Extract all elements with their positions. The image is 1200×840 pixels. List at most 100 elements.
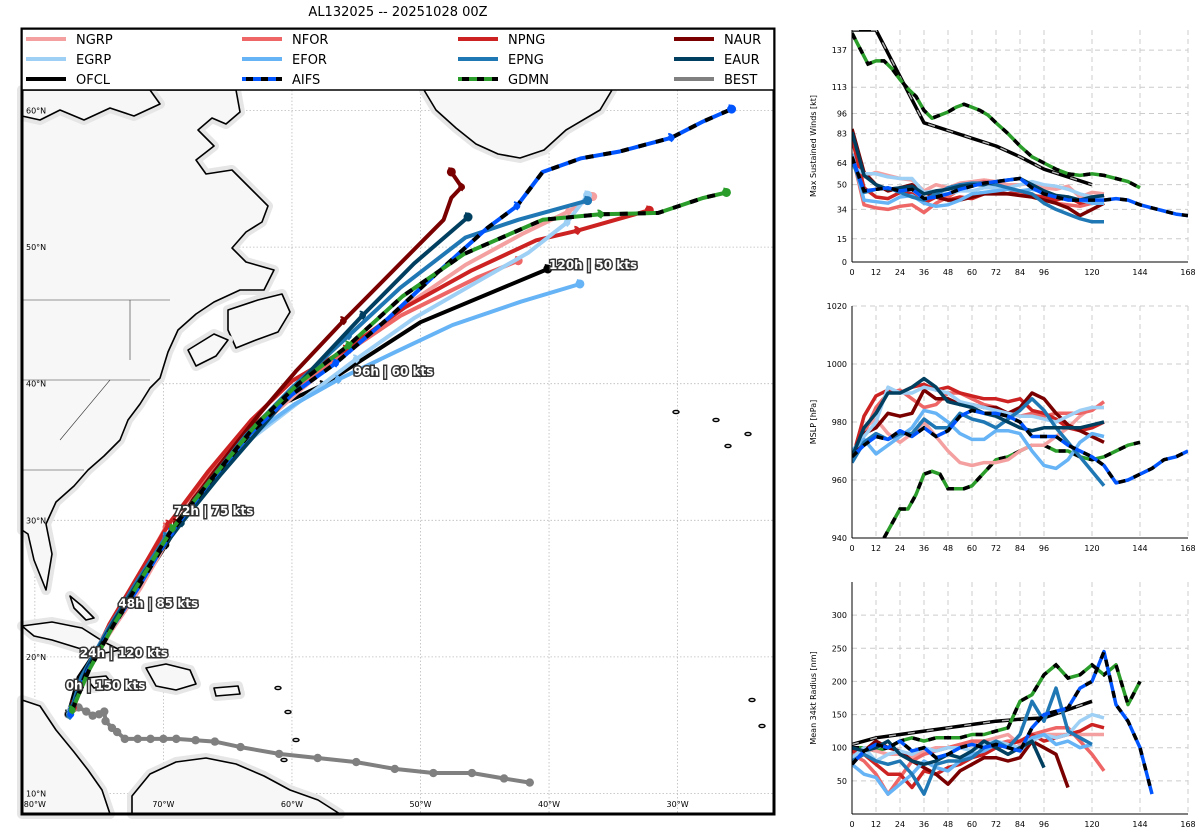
storm-symbol [574, 225, 580, 236]
lon-tick-label: 40°W [538, 800, 560, 809]
x-tick-label: 36 [919, 820, 929, 829]
storm-symbol [458, 182, 464, 192]
y-tick-label: 200 [832, 677, 847, 686]
y-tick-label: 96 [837, 110, 847, 119]
storm-symbol [335, 374, 341, 385]
x-tick-label: 72 [991, 544, 1001, 553]
storm-symbol [723, 187, 729, 197]
y-tick-label: 83 [837, 130, 847, 139]
storm-symbol [448, 167, 454, 177]
y-tick-label: 940 [832, 534, 847, 543]
x-tick-label: 84 [1015, 820, 1025, 829]
x-tick-label: 84 [1015, 268, 1025, 277]
series-efor [852, 732, 1093, 796]
legend-label: EGRP [76, 53, 111, 68]
track-map: 0h | 150 kts 24h | 120 kts 48h | 85 kts 72h… [17, 27, 776, 819]
x-tick-label: 168 [1180, 820, 1195, 829]
series-egrp [852, 164, 1104, 199]
legend-label: BEST [724, 73, 757, 88]
legend-label: NFOR [292, 33, 328, 48]
legend-entry-naur: NAUR [674, 33, 761, 48]
legend-entry-egrp: EGRP [26, 53, 111, 68]
lon-tick-label: 80°W [24, 800, 46, 809]
map-landmasses [17, 85, 766, 819]
y-tick-label: 100 [832, 744, 847, 753]
x-tick-label: 120 [1084, 268, 1099, 277]
x-tick-label: 48 [943, 544, 953, 553]
series-aifs-dash [852, 408, 1188, 485]
x-tick-label: 48 [943, 820, 953, 829]
greenland [423, 89, 613, 159]
lon-tick-label: 50°W [409, 800, 431, 809]
legend-label: EPNG [508, 53, 544, 68]
best-track-point [100, 707, 109, 716]
x-tick-label: 0 [849, 544, 854, 553]
storm-symbol [169, 523, 175, 533]
x-tick-label: 60 [967, 268, 977, 277]
x-tick-label: 24 [895, 544, 905, 553]
lat-tick-label: 10°N [26, 790, 46, 799]
lat-tick-label: 30°N [26, 516, 46, 525]
island [284, 709, 292, 715]
best-track-point [274, 749, 284, 759]
legend-entry-nfor: NFOR [242, 33, 328, 48]
series-efor [852, 408, 1105, 471]
forecast-label: 24h | 120 kts [80, 646, 168, 660]
track-point-epng [583, 196, 593, 206]
track-point-eaur [463, 212, 473, 222]
x-tick-label: 120 [1084, 820, 1099, 829]
bahamas [69, 595, 95, 621]
storm-symbol [544, 264, 551, 274]
series-gdmn-dash [882, 440, 1141, 538]
mslp-panel: 940 960 980 1000 1020 0 12 24 36 48 60 72 84 96 120 144… [809, 302, 1196, 553]
x-tick-label: 0 [849, 268, 854, 277]
best-track-point [133, 734, 142, 744]
lon-tick-label: 30°W [667, 800, 689, 809]
series-nfor [852, 726, 1106, 796]
track-point-naur [446, 167, 456, 177]
forecast-label: 48h | 85 kts [118, 597, 198, 611]
hispaniola [145, 663, 197, 691]
y-tick-label: 34 [837, 205, 847, 214]
x-tick-label: 36 [919, 268, 929, 277]
nova-scotia [187, 333, 229, 367]
figure-title: AL132025 -- 20251028 00Z [308, 5, 487, 20]
lat-tick-label: 20°N [26, 653, 46, 662]
series-aifs-dash [852, 156, 1188, 218]
best-track-point [390, 764, 399, 774]
lon-tick-label: 70°W [152, 800, 174, 809]
x-tick-label: 120 [1084, 544, 1099, 553]
island [748, 697, 756, 703]
y-tick-label: 1020 [827, 302, 847, 311]
series-aifs-dash [852, 645, 1154, 795]
legend-entry-epng: EPNG [458, 53, 544, 68]
best-track-point [313, 753, 322, 763]
x-tick-label: 12 [871, 268, 881, 277]
y-tick-label: 137 [832, 46, 847, 55]
forecast-label: 0h | 150 kts [66, 679, 146, 693]
south-america [131, 757, 341, 815]
best-track-point [525, 778, 534, 787]
track-point-gdmn [721, 187, 731, 197]
x-tick-label: 96 [1039, 544, 1049, 553]
x-tick-label: 144 [1132, 268, 1147, 277]
best-track-point [101, 716, 110, 726]
legend-label: EAUR [724, 53, 760, 68]
map-tracks [64, 104, 737, 787]
best-track-point [499, 774, 509, 783]
legend-label: NAUR [724, 33, 761, 48]
y-tick-label: 1000 [827, 360, 847, 369]
radius-panel: 50 100 150 200 250 300 0 12 24 36 48 60 72 84 96 120 144… [809, 582, 1196, 829]
x-tick-label: 144 [1132, 820, 1147, 829]
y-axis-label: Max Sustained Winds [kt] [809, 95, 818, 197]
x-tick-label: 0 [849, 820, 854, 829]
best-track-point [172, 734, 181, 744]
legend: NGRP NFOR NPNG NAUR EGRP EFOR EPNG EAUR OFCL AIFS… [21, 28, 775, 91]
y-tick-label: 50 [837, 181, 847, 190]
x-tick-label: 60 [967, 820, 977, 829]
y-tick-label: 300 [832, 611, 847, 620]
y-tick-label: 15 [837, 235, 847, 244]
y-tick-label: 0 [842, 258, 847, 267]
y-tick-label: 64 [837, 159, 847, 168]
